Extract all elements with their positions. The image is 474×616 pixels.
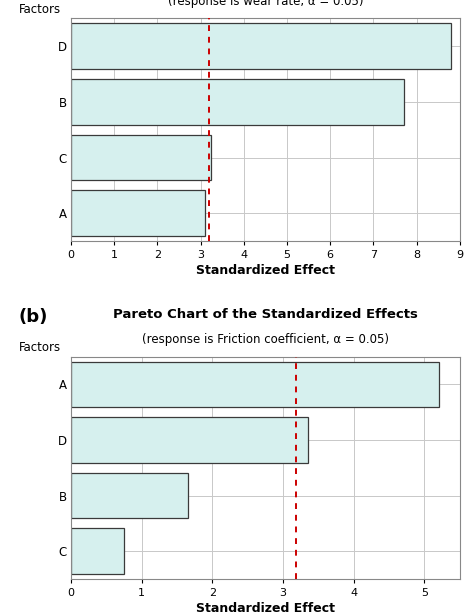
- Bar: [71, 473, 188, 519]
- Bar: [71, 23, 451, 69]
- Text: (response is Friction coefficient, α = 0.05): (response is Friction coefficient, α = 0…: [142, 333, 389, 346]
- X-axis label: Standardized Effect: Standardized Effect: [196, 602, 335, 615]
- Bar: [71, 190, 205, 236]
- Bar: [71, 417, 308, 463]
- Bar: [71, 135, 211, 180]
- Bar: [71, 529, 124, 574]
- Text: Pareto Chart of the Standardized Effects: Pareto Chart of the Standardized Effects: [113, 307, 418, 321]
- Text: Factors: Factors: [18, 341, 61, 354]
- Text: (b): (b): [18, 307, 48, 326]
- Text: Factors: Factors: [18, 3, 61, 16]
- X-axis label: Standardized Effect: Standardized Effect: [196, 264, 335, 277]
- Bar: [71, 362, 438, 407]
- Text: (response is wear rate, α = 0.05): (response is wear rate, α = 0.05): [168, 0, 363, 8]
- Bar: [71, 79, 404, 124]
